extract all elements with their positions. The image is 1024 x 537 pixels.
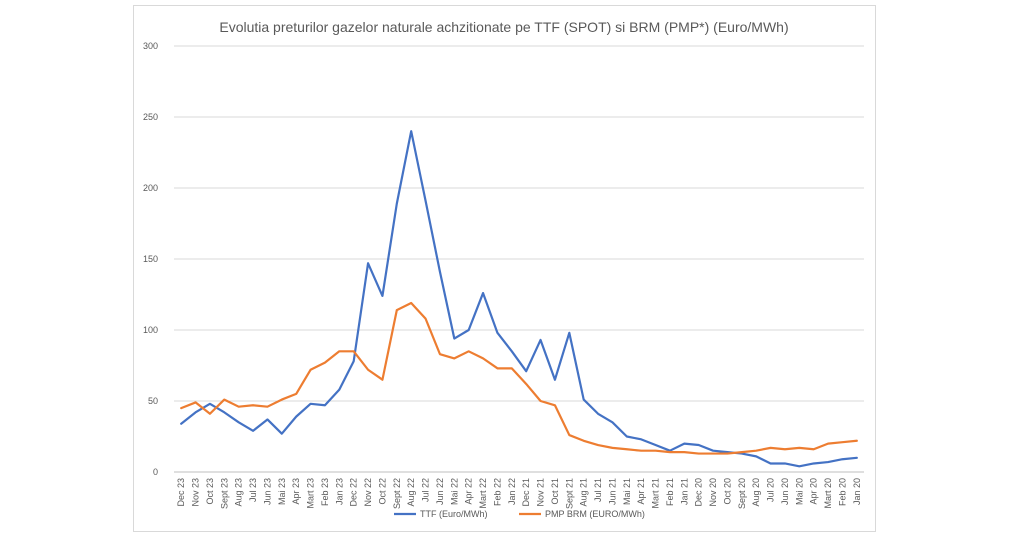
x-tick-label: Jul 22 [421,478,431,502]
y-tick-label: 50 [148,396,158,406]
x-tick-label: Mai 22 [449,478,459,505]
x-tick-label: Feb 22 [492,478,502,506]
x-tick-label: Mart 23 [306,478,316,509]
legend-label: PMP BRM (EURO/MWh) [545,509,645,519]
chart-svg: Evolutia preturilor gazelor naturale ach… [143,19,864,519]
x-tick-label: Dec 20 [694,478,704,507]
series-line-2 [180,301,858,455]
x-tick-label: Feb 21 [665,478,675,506]
x-tick-label: Dec 22 [349,478,359,507]
x-tick-label: Aug 21 [579,478,589,507]
x-tick-label: Oct 22 [377,478,387,505]
x-tick-label: Feb 23 [320,478,330,506]
x-tick-label: Oct 21 [550,478,560,505]
x-tick-label: Jun 22 [435,478,445,505]
x-tick-label: Feb 20 [837,478,847,506]
x-tick-label: Aug 23 [234,478,244,507]
x-tick-label: Sept 23 [219,478,229,509]
x-tick-label: Jul 21 [593,478,603,502]
y-tick-label: 200 [143,183,158,193]
x-tick-label: Oct 23 [205,478,215,505]
x-axis-ticks: Dec 23 Nov 23 Oct 23 Sept 23 Aug 23 Jul 23 Jun… [176,478,862,509]
y-axis-ticks: 0 50 100 150 200 250 300 [143,41,158,477]
x-tick-label: Jun 20 [780,478,790,505]
x-tick-label: Sept 22 [392,478,402,509]
gridlines [174,45,864,402]
y-tick-label: 0 [153,467,158,477]
x-tick-label: Mai 23 [277,478,287,505]
x-tick-label: Apr 22 [464,478,474,505]
x-tick-label: Mart 21 [651,478,661,509]
x-tick-label: Sept 21 [564,478,574,509]
x-tick-label: Apr 20 [809,478,819,505]
y-tick-label: 100 [143,325,158,335]
x-tick-label: Jan 22 [507,478,517,505]
x-tick-label: Mart 22 [478,478,488,509]
x-tick-label: Nov 22 [363,478,373,507]
legend: TTF (Euro/MWh) PMP BRM (EURO/MWh) [394,509,645,519]
x-tick-label: Jul 20 [766,478,776,502]
x-tick-label: Mai 21 [622,478,632,505]
x-tick-label: Apr 21 [636,478,646,505]
x-tick-label: Jan 20 [852,478,862,505]
chart-title: Evolutia preturilor gazelor naturale ach… [219,19,788,35]
x-tick-label: Mai 20 [794,478,804,505]
series-lines [180,130,858,468]
x-tick-label: Mart 20 [823,478,833,509]
y-tick-label: 250 [143,112,158,122]
x-tick-label: Nov 20 [708,478,718,507]
x-tick-label: Aug 22 [406,478,416,507]
y-tick-label: 300 [143,41,158,51]
x-tick-label: Jan 23 [334,478,344,505]
x-tick-label: Aug 20 [751,478,761,507]
x-tick-label: Dec 21 [521,478,531,507]
x-tick-label: Sept 20 [737,478,747,509]
x-tick-label: Apr 23 [291,478,301,505]
x-tick-label: Jan 21 [679,478,689,505]
x-tick-label: Jul 23 [248,478,258,502]
x-tick-label: Nov 23 [191,478,201,507]
x-tick-label: Jun 21 [607,478,617,505]
legend-label: TTF (Euro/MWh) [420,509,488,519]
x-tick-label: Jun 23 [262,478,272,505]
x-tick-label: Dec 23 [176,478,186,507]
x-tick-label: Oct 20 [722,478,732,505]
chart-frame: Evolutia preturilor gazelor naturale ach… [133,5,876,532]
series-line-1 [180,130,858,468]
y-tick-label: 150 [143,254,158,264]
x-tick-label: Nov 21 [536,478,546,507]
